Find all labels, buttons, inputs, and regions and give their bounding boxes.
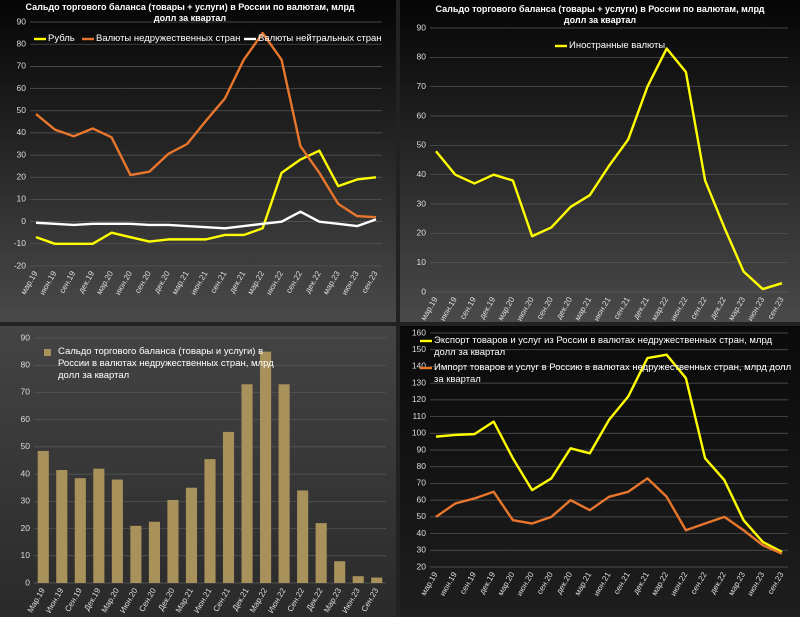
chart-title: Сальдо торгового баланса (товары + услуг… xyxy=(435,4,765,25)
bar xyxy=(37,450,49,583)
y-tick-label: 20 xyxy=(417,561,427,571)
bar xyxy=(130,525,142,583)
y-tick-label: 60 xyxy=(21,414,31,424)
y-tick-label: 30 xyxy=(417,198,427,208)
line-series xyxy=(435,47,783,291)
y-tick-label: 20 xyxy=(21,523,31,533)
bar xyxy=(222,431,235,583)
legend-label-box: Валюты нейтральных стран xyxy=(258,33,382,44)
y-tick-label: -10 xyxy=(14,238,27,248)
y-tick-label: 100 xyxy=(412,428,426,438)
bar xyxy=(56,470,68,583)
y-tick-label: 70 xyxy=(417,478,427,488)
y-tick-label: 0 xyxy=(21,216,26,226)
panel-background xyxy=(400,0,800,322)
bar xyxy=(352,576,364,583)
y-tick-label: 50 xyxy=(417,140,427,150)
y-tick-label: 60 xyxy=(17,83,27,93)
bar xyxy=(278,384,290,583)
legend-label: Валюты нейтральных стран xyxy=(258,33,382,44)
y-tick-label: 50 xyxy=(417,511,427,521)
chart-title: Сальдо торгового баланса (товары + услуг… xyxy=(25,2,355,23)
line-series xyxy=(35,149,377,246)
chart-title-box: Сальдо торгового баланса (товары + услуг… xyxy=(25,2,355,23)
legend-label-box: Экспорт товаров и услуг из России в валю… xyxy=(434,335,773,358)
y-tick-label: 130 xyxy=(412,377,426,387)
line-series xyxy=(35,31,377,219)
legend-label-box: Рубль xyxy=(48,33,75,44)
legend-label: Сальдо торгового баланса (товары и услуг… xyxy=(58,346,274,381)
legend-label: Импорт товаров и услуг в Россию в валюта… xyxy=(434,362,792,385)
bar xyxy=(167,499,179,583)
y-tick-label: 10 xyxy=(17,194,27,204)
bar xyxy=(371,577,383,583)
line-series xyxy=(435,353,783,554)
bar xyxy=(148,521,160,583)
legend-swatch xyxy=(44,349,51,356)
y-tick-label: 80 xyxy=(417,52,427,62)
y-tick-label: 60 xyxy=(417,110,427,120)
y-tick-label: 20 xyxy=(417,228,427,238)
legend-label-box: Иностранные валюты xyxy=(569,40,666,51)
legend-label-box: Сальдо торгового баланса (товары и услуг… xyxy=(58,346,274,381)
y-tick-label: 20 xyxy=(17,172,27,182)
y-tick-label: 150 xyxy=(412,344,426,354)
panel-background xyxy=(0,0,396,322)
legend-label: Валюты недружественных стран xyxy=(96,33,241,44)
bar xyxy=(297,490,309,583)
bar xyxy=(315,523,327,583)
y-tick-label: 70 xyxy=(417,81,427,91)
chart-title-box: Сальдо торгового баланса (товары + услуг… xyxy=(435,4,765,25)
y-tick-label: 40 xyxy=(21,468,31,478)
y-tick-label: 90 xyxy=(17,16,27,26)
y-tick-label: 30 xyxy=(17,149,27,159)
y-tick-label: -20 xyxy=(14,260,27,270)
y-tick-label: 80 xyxy=(417,461,427,471)
y-tick-label: 140 xyxy=(412,361,426,371)
y-tick-label: 120 xyxy=(412,394,426,404)
y-tick-label: 80 xyxy=(21,359,31,369)
legend-label: Экспорт товаров и услуг из России в валю… xyxy=(434,335,773,358)
bar xyxy=(111,479,123,583)
y-tick-label: 90 xyxy=(417,444,427,454)
bar xyxy=(204,459,216,583)
bar xyxy=(93,468,105,583)
y-tick-label: 70 xyxy=(17,61,27,71)
bar xyxy=(334,561,346,583)
bar xyxy=(260,351,272,583)
y-tick-label: 30 xyxy=(417,545,427,555)
bar xyxy=(241,384,253,583)
y-tick-label: 110 xyxy=(412,411,426,421)
legend-label: Рубль xyxy=(48,33,75,44)
y-tick-label: 40 xyxy=(17,127,27,137)
y-tick-label: 90 xyxy=(21,332,31,342)
y-tick-label: 70 xyxy=(21,387,31,397)
line-series xyxy=(35,210,377,230)
y-tick-label: 0 xyxy=(421,286,426,296)
legend-label: Иностранные валюты xyxy=(569,40,666,51)
y-tick-label: 160 xyxy=(412,327,426,337)
y-tick-label: 40 xyxy=(417,169,427,179)
y-tick-label: 10 xyxy=(417,257,427,267)
y-tick-label: 50 xyxy=(21,441,31,451)
legend-label-box: Импорт товаров и услуг в Россию в валюта… xyxy=(434,362,792,385)
bar xyxy=(74,478,86,583)
y-tick-label: 90 xyxy=(417,22,427,32)
y-tick-label: 50 xyxy=(17,105,27,115)
panel-background xyxy=(400,326,800,617)
legend-label-box: Валюты недружественных стран xyxy=(96,33,241,44)
y-tick-label: 40 xyxy=(417,528,427,538)
y-tick-label: 30 xyxy=(21,496,31,506)
y-tick-label: 0 xyxy=(25,577,30,587)
y-tick-label: 60 xyxy=(417,494,427,504)
bar xyxy=(185,487,198,583)
line-series xyxy=(435,477,783,555)
y-tick-label: 10 xyxy=(21,550,31,560)
y-tick-label: 80 xyxy=(17,38,27,48)
